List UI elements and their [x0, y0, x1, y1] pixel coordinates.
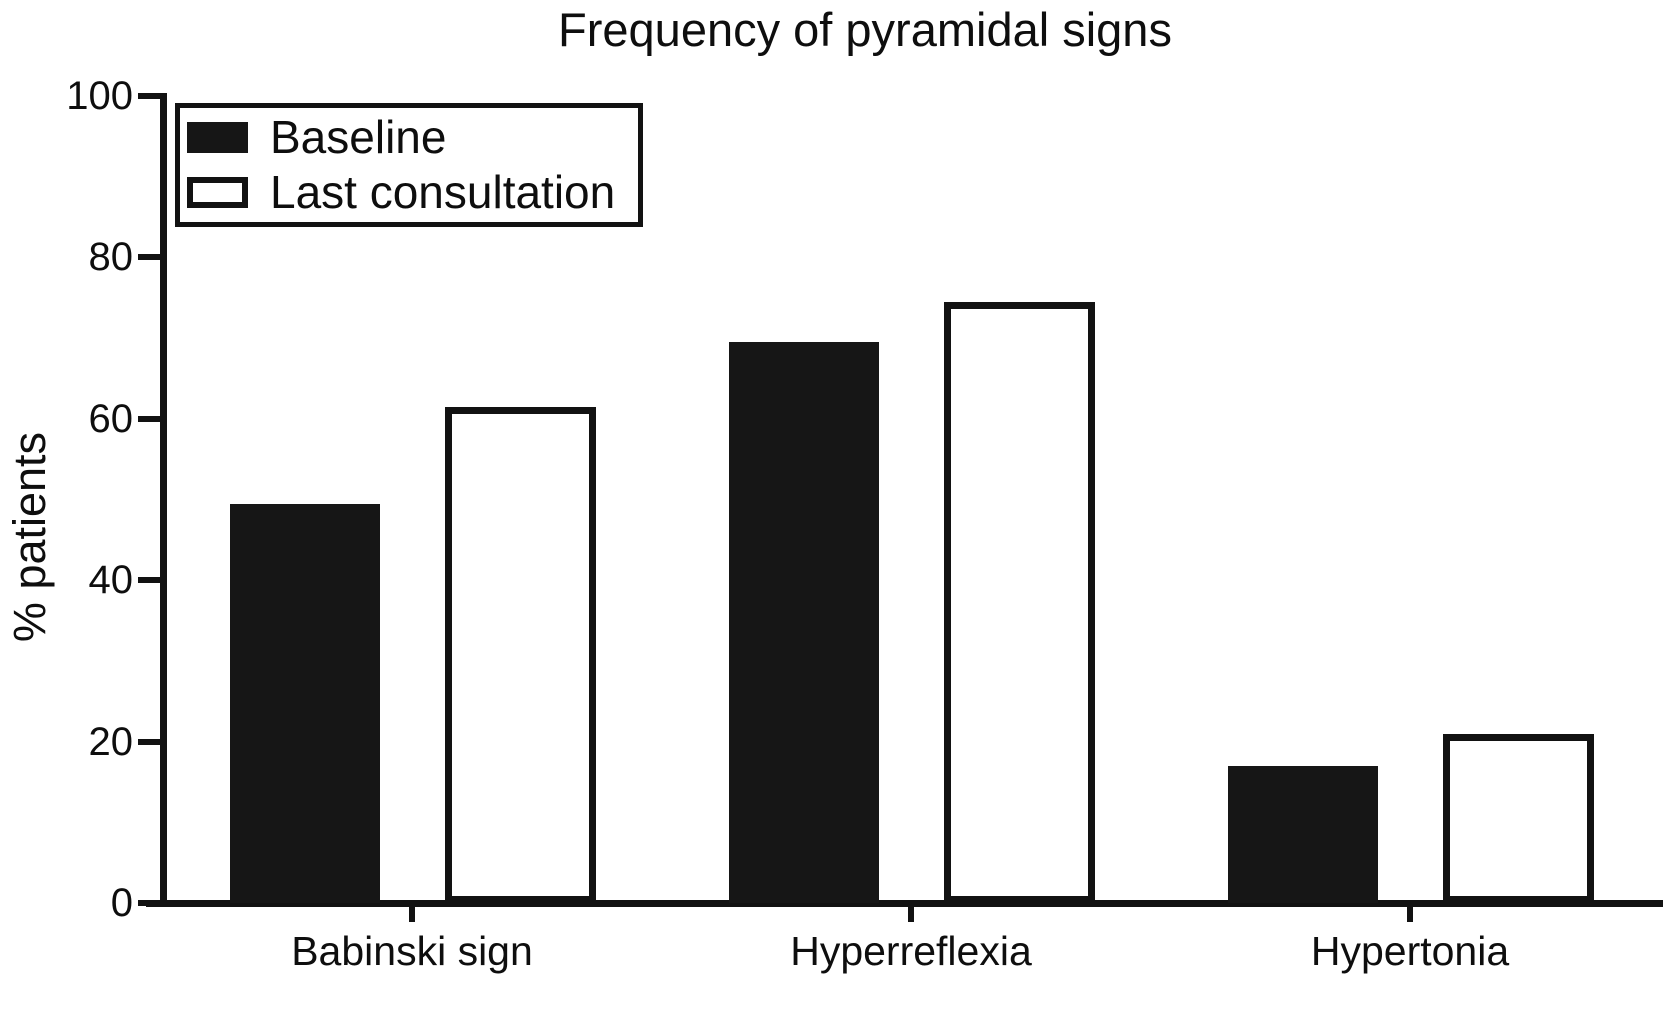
bar-last-consultation-hyperreflexia [944, 301, 1095, 903]
bar-last-consultation-babinski-sign [445, 406, 596, 903]
y-tick-40 [138, 577, 161, 584]
y-tick-0 [138, 900, 161, 906]
bar-last-consultation-hypertonia [1443, 733, 1594, 903]
legend-label-baseline: Baseline [270, 111, 447, 163]
y-axis-label: % patients [4, 431, 55, 643]
y-axis-line [160, 93, 167, 907]
x-tick-label-hyperreflexia: Hyperreflexia [790, 928, 1032, 974]
x-axis-line [146, 900, 1663, 907]
legend-box: Baseline Last consultation [175, 103, 643, 227]
y-tick-label-80: 80 [88, 235, 134, 280]
bar-baseline-hyperreflexia [729, 342, 879, 903]
x-tick-hyperreflexia [908, 907, 914, 922]
y-tick-20 [138, 738, 161, 745]
y-tick-label-0: 0 [110, 881, 133, 925]
legend-swatch-baseline [187, 122, 248, 153]
y-tick-label-20: 20 [88, 719, 134, 764]
y-tick-80 [138, 254, 161, 261]
x-tick-hypertonia [1407, 907, 1413, 922]
y-tick-60 [138, 415, 161, 422]
y-tick-label-100: 100 [66, 74, 133, 118]
y-tick-100 [138, 93, 161, 99]
bar-baseline-hypertonia [1228, 765, 1378, 903]
legend-label-last-consultation: Last consultation [270, 166, 616, 218]
chart-title: Frequency of pyramidal signs [558, 3, 1172, 56]
legend-swatch-last-consultation [187, 177, 248, 208]
bar-baseline-babinski-sign [230, 503, 380, 903]
x-tick-babinski-sign [409, 907, 415, 922]
x-tick-label-babinski-sign: Babinski sign [291, 928, 533, 974]
x-tick-label-hypertonia: Hypertonia [1310, 928, 1510, 974]
y-tick-label-40: 40 [88, 558, 134, 603]
y-tick-label-60: 60 [88, 396, 134, 441]
